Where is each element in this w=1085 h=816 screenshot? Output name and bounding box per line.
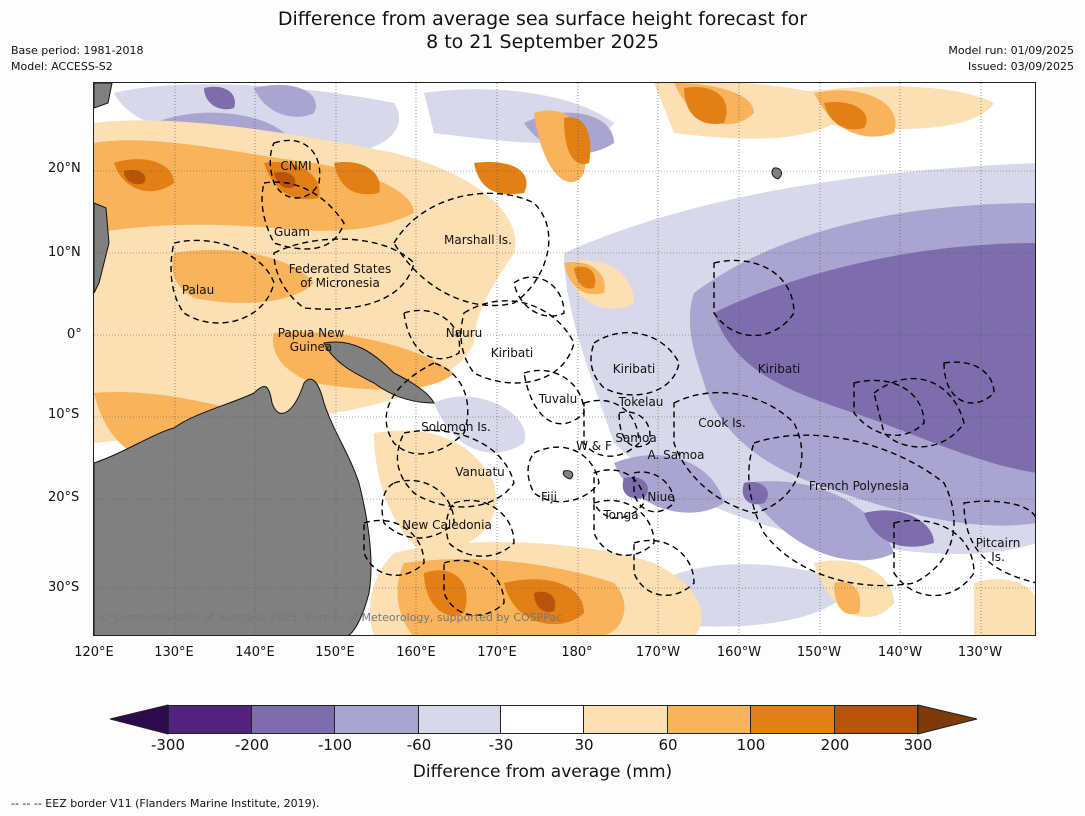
eez-borders: [170, 139, 1035, 617]
label-kiribati-central: Kiribati: [612, 362, 656, 376]
copyright-notice: © Commonwealth of Australia 2025, Bureau…: [99, 611, 563, 624]
label-cnmi: CNMI: [280, 159, 312, 173]
colorbar-bin-3: [335, 705, 419, 734]
label-vanuatu: Vanuatu: [455, 465, 505, 479]
colorbar-label: 100: [736, 736, 766, 754]
label-tokelau: Tokelau: [618, 395, 664, 409]
label-cook-islands: Cook Is.: [698, 416, 746, 430]
lat-tick-0: 0°: [67, 327, 82, 342]
lon-tick-160e: 160°E: [396, 645, 436, 660]
lon-tick-120e: 120°E: [74, 645, 114, 660]
meta-right: Model run: 01/09/2025 Issued: 03/09/2025: [948, 43, 1074, 75]
model-name: Model: ACCESS-S2: [11, 60, 113, 73]
lat-tick-10s: 10°S: [48, 407, 80, 422]
label-samoa: Samoa: [615, 431, 657, 445]
colorbar-bin-2: [252, 705, 335, 734]
colorbar-label: -300: [150, 736, 186, 754]
colorbar-title: Difference from average (mm): [412, 762, 673, 782]
lon-tick-140w: 140°W: [877, 645, 923, 660]
colorbar-label: -200: [234, 736, 270, 754]
label-wallis-futuna: W & F: [576, 439, 612, 453]
label-tuvalu: Tuvalu: [538, 392, 578, 406]
colorbar-label: -100: [317, 736, 353, 754]
lon-tick-170w: 170°W: [635, 645, 681, 660]
lon-tick-160w: 160°W: [716, 645, 762, 660]
lon-tick-170e: 170°E: [477, 645, 517, 660]
colorbar-bin-9: [835, 705, 918, 734]
label-solomon: Solomon Is.: [421, 420, 491, 434]
colorbar-over-arrow: [917, 704, 978, 735]
graticule: [94, 83, 1035, 635]
lon-tick-180: 180°: [561, 645, 593, 660]
colorbar-bin-6: [584, 705, 668, 734]
lon-tick-150e: 150°E: [315, 645, 355, 660]
title-line-1: Difference from average sea surface heig…: [277, 8, 808, 30]
meta-left: Base period: 1981-2018 Model: ACCESS-S2: [11, 43, 143, 75]
colorbar-label: 30: [574, 736, 594, 754]
label-pitcairn: Pitcairn Is.: [975, 536, 1021, 564]
lon-tick-140e: 140°E: [235, 645, 275, 660]
label-kiribati-west: Kiribati: [490, 346, 534, 360]
colorbar-bin-4: [419, 705, 501, 734]
colorbar-bin-8: [751, 705, 835, 734]
lon-tick-130w: 130°W: [957, 645, 1003, 660]
lat-tick-20s: 20°S: [48, 490, 80, 505]
lon-tick-130e: 130°E: [154, 645, 194, 660]
lat-tick-10n: 10°N: [48, 245, 81, 260]
anomaly-dark-orange: [124, 169, 556, 612]
label-png: Papua New Guinea: [277, 326, 345, 354]
label-fiji: Fiji: [540, 490, 558, 504]
colorbar-label: -60: [406, 736, 432, 754]
label-kiribati-east: Kiribati: [757, 362, 801, 376]
colorbar-label: 300: [903, 736, 933, 754]
colorbar-bin-7: [668, 705, 751, 734]
label-micronesia: Federated States of Micronesia: [288, 262, 392, 290]
map-panel: CNMI Guam Marshall Is. Federated States …: [93, 82, 1036, 636]
title-line-2: 8 to 21 September 2025: [426, 31, 659, 53]
colorbar-under-arrow: [109, 704, 169, 735]
lat-tick-20n: 20°N: [48, 161, 81, 176]
map-title: Difference from average sea surface heig…: [0, 8, 1085, 54]
colorbar-bin-5: [501, 705, 584, 734]
label-american-samoa: A. Samoa: [647, 448, 705, 462]
issued-date: Issued: 03/09/2025: [967, 60, 1074, 73]
colorbar-label: 60: [658, 736, 678, 754]
land: [94, 83, 782, 635]
colorbar-label: -30: [488, 736, 514, 754]
lat-tick-30s: 30°S: [48, 580, 80, 595]
eez-legend-note: -- -- -- EEZ border V11 (Flanders Marine…: [11, 797, 320, 810]
label-guam: Guam: [274, 225, 310, 239]
map-canvas: [94, 83, 1035, 635]
base-period: Base period: 1981-2018: [11, 44, 144, 57]
label-palau: Palau: [181, 283, 215, 297]
lon-tick-150w: 150°W: [796, 645, 842, 660]
colorbar-label: 200: [820, 736, 850, 754]
label-nauru: Nauru: [445, 326, 483, 340]
label-new-caledonia: New Caledonia: [402, 518, 492, 532]
model-run: Model run: 01/09/2025: [948, 44, 1074, 57]
colorbar-bin-1: [168, 705, 252, 734]
label-tonga: Tonga: [603, 508, 639, 522]
label-niue: Niue: [647, 490, 675, 504]
label-marshall-islands: Marshall Is.: [444, 233, 512, 247]
label-french-polynesia: French Polynesia: [808, 479, 910, 493]
